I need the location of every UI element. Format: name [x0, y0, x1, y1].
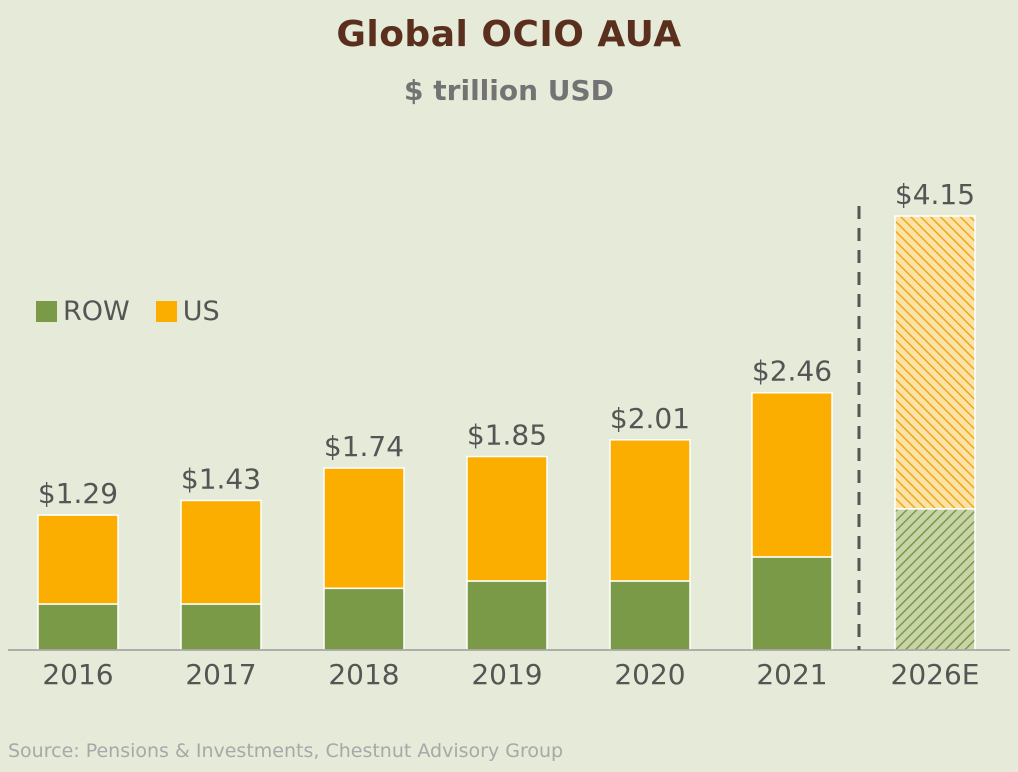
- legend: ROW US: [36, 296, 246, 327]
- legend-swatch-row: [36, 301, 57, 322]
- legend-item-us: US: [155, 296, 220, 327]
- bar-us-2020: [609, 439, 691, 582]
- total-label-2020: $2.01: [610, 402, 690, 435]
- value-labels-group: $1.29 $1.43 $1.74 $1.85 $2.01 $2.46 $4.15: [38, 178, 975, 510]
- x-tick-labels-group: 2016 2017 2018 2019 2020 2021 2026E: [42, 658, 979, 691]
- legend-label-row: ROW: [63, 296, 130, 327]
- x-tick-label-2020: 2020: [614, 658, 685, 691]
- bars-group: [37, 215, 976, 651]
- legend-label-us: US: [182, 296, 220, 327]
- x-tick-label-2021: 2021: [756, 658, 827, 691]
- bar-us-2016: [37, 514, 119, 605]
- bar-us-2019: [466, 455, 548, 582]
- bar-us-2021: [751, 391, 833, 558]
- bar-row-2016: [37, 603, 119, 651]
- total-label-2018: $1.74: [324, 430, 404, 463]
- total-label-2021: $2.46: [752, 355, 832, 388]
- chart-subtitle: $ trillion USD: [404, 74, 614, 107]
- legend-item-row: ROW: [36, 296, 130, 327]
- bar-row-2020: [609, 580, 691, 651]
- bar-us-2017: [180, 499, 262, 605]
- bar-row-2018: [323, 587, 405, 651]
- bar-us-2018: [323, 467, 405, 590]
- x-tick-label-2019: 2019: [471, 658, 542, 691]
- total-label-2016: $1.29: [38, 477, 118, 510]
- chart-title: Global OCIO AUA: [336, 14, 682, 55]
- bar-row-2017: [180, 603, 262, 651]
- x-tick-label-2017: 2017: [185, 658, 256, 691]
- bar-row-2021: [751, 556, 833, 651]
- source-note: Source: Pensions & Investments, Chestnut…: [8, 740, 564, 762]
- total-label-2017: $1.43: [181, 462, 261, 495]
- bar-us-2026e: [894, 215, 976, 510]
- bar-row-2019: [466, 580, 548, 651]
- x-tick-label-2018: 2018: [328, 658, 399, 691]
- bar-row-2026e: [894, 508, 976, 651]
- x-tick-label-2026e: 2026E: [891, 658, 980, 691]
- legend-swatch-us: [155, 301, 177, 322]
- total-label-2026e: $4.15: [895, 178, 975, 211]
- total-label-2019: $1.85: [467, 419, 547, 452]
- x-tick-label-2016: 2016: [42, 658, 113, 691]
